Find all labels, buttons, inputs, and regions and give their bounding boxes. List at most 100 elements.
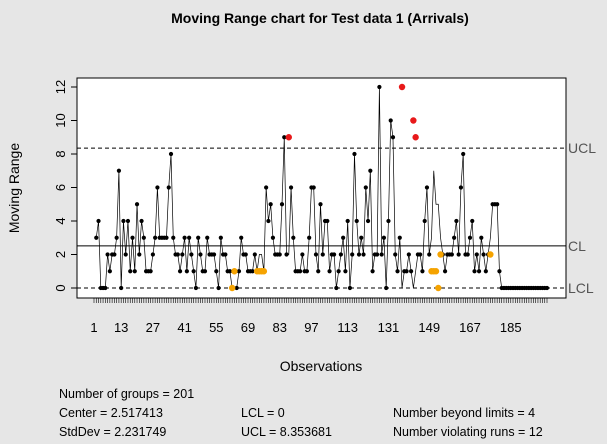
data-point: [316, 269, 321, 274]
data-point: [481, 252, 486, 257]
data-point: [216, 285, 221, 291]
y-tick-label: 0: [53, 284, 68, 291]
data-point: [139, 218, 144, 224]
data-point: [227, 269, 232, 274]
data-point: [497, 269, 502, 274]
data-point: [356, 252, 362, 257]
data-point: [467, 235, 473, 240]
data-point: [331, 252, 337, 257]
data-point: [338, 252, 343, 257]
stat-center: Center = 2.517413: [59, 406, 163, 420]
x-tick-label: 41: [177, 320, 191, 335]
series-points: [94, 83, 550, 292]
x-tick-label: 13: [114, 320, 128, 335]
data-point: [96, 218, 101, 224]
data-point: [363, 185, 368, 190]
data-point: [94, 235, 99, 240]
data-point: [336, 269, 341, 274]
x-tick-marks: [93, 298, 548, 303]
data-point: [361, 252, 366, 257]
data-point-violating-run: [437, 251, 444, 258]
data-point: [472, 269, 477, 274]
data-point: [418, 252, 423, 257]
data-point: [377, 84, 382, 90]
data-point: [465, 252, 470, 257]
data-point: [347, 285, 353, 291]
data-point: [184, 269, 189, 274]
data-point: [166, 185, 171, 190]
limit-label-cl: CL: [568, 238, 586, 254]
data-point: [409, 269, 414, 274]
x-tick-label: 113: [337, 320, 358, 335]
data-point: [123, 252, 128, 257]
data-point: [243, 252, 248, 257]
chart-title: Moving Range chart for Test data 1 (Arri…: [171, 10, 469, 26]
data-point: [250, 269, 255, 274]
y-tick-label: 12: [53, 80, 68, 94]
data-point: [180, 252, 185, 257]
data-point: [266, 218, 271, 224]
data-point: [424, 185, 430, 190]
data-point: [452, 235, 457, 240]
x-tick-label: 131: [378, 320, 400, 335]
data-point-beyond-limits: [398, 83, 406, 91]
data-point: [291, 235, 296, 240]
data-point: [327, 269, 332, 274]
data-point-violating-run: [432, 268, 440, 275]
data-point: [116, 168, 122, 173]
data-point: [352, 151, 357, 157]
x-tick-label: 69: [241, 320, 255, 335]
data-point: [137, 252, 142, 257]
data-point: [318, 202, 323, 207]
x-tick-label: 185: [500, 320, 522, 335]
data-point: [479, 235, 484, 240]
data-point: [196, 235, 201, 240]
data-point: [218, 235, 223, 240]
data-point: [105, 252, 110, 257]
data-point: [359, 235, 364, 240]
data-point: [171, 235, 176, 240]
stat-number-of-groups: Number of groups = 201: [59, 387, 195, 401]
data-point: [325, 218, 330, 224]
data-point: [211, 252, 217, 257]
x-tick-label: 83: [272, 320, 286, 335]
x-tick-label: 149: [418, 320, 440, 335]
x-tick-label: 55: [209, 320, 223, 335]
data-point: [191, 269, 196, 274]
data-point: [103, 285, 108, 291]
x-axis-label: Observations: [280, 358, 362, 374]
data-point: [370, 269, 375, 274]
stat-ucl: UCL = 8.353681: [241, 425, 332, 439]
data-point: [107, 269, 112, 274]
data-point: [470, 218, 475, 224]
data-point: [153, 235, 158, 240]
stat-beyond-limits: Number beyond limits = 4: [393, 406, 536, 420]
data-point: [311, 185, 316, 190]
data-point: [375, 252, 380, 257]
data-point: [350, 252, 355, 257]
series-polyline: [95, 86, 547, 289]
data-point: [236, 269, 242, 274]
data-point: [239, 235, 244, 240]
y-axis-label: Moving Range: [6, 143, 22, 233]
data-point: [449, 252, 454, 257]
data-point: [205, 235, 210, 240]
stat-stddev: StdDev = 2.231749: [59, 425, 167, 439]
data-point: [282, 135, 287, 140]
y-tick-label: 4: [53, 217, 68, 224]
data-point: [458, 185, 464, 190]
data-point: [483, 269, 488, 274]
data-point: [121, 218, 126, 224]
data-point: [461, 151, 466, 157]
y-tick-label: 10: [53, 113, 68, 127]
data-point: [277, 252, 282, 257]
data-point: [189, 252, 194, 257]
data-point: [379, 252, 384, 257]
data-point: [288, 185, 294, 190]
data-point: [202, 269, 208, 274]
x-tick-label: 1: [90, 320, 97, 335]
data-point: [334, 285, 339, 291]
data-point-violating-run: [260, 268, 268, 275]
stat-lcl: LCL = 0: [241, 406, 285, 420]
data-point: [365, 218, 371, 224]
